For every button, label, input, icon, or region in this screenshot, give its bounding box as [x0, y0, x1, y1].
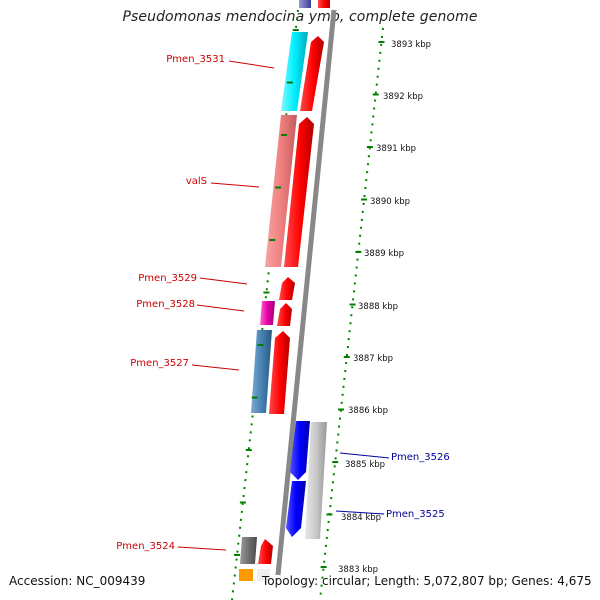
- label-pmen-3529: Pmen_3529: [138, 273, 197, 284]
- kbp-label-3887: 3887 kbp: [353, 354, 393, 364]
- label-pmen-3528: Pmen_3528: [136, 299, 195, 310]
- genome-backbone: [275, 9, 337, 576]
- leader-vals: [210, 182, 260, 188]
- label-pmen-3527: Pmen_3527: [130, 358, 189, 369]
- topology-label: Topology: circular; Length: 5,072,807 bp…: [262, 574, 592, 588]
- kbp-label-3892: 3892 kbp: [383, 92, 423, 102]
- leader-pmen-3528: [196, 304, 245, 312]
- gene-pmen-3524-block: [240, 537, 257, 564]
- gene-vals-arrow: [284, 117, 314, 267]
- gene-top-navy: [299, 0, 311, 8]
- gene-pmen-3527-block: [251, 330, 272, 413]
- label-pmen-3524: Pmen_3524: [116, 541, 175, 552]
- gene-bottom-orange: [239, 569, 253, 581]
- kbp-label-3885: 3885 kbp: [345, 460, 385, 470]
- kbp-label-3893: 3893 kbp: [391, 40, 431, 50]
- leader-pmen-3529: [199, 277, 248, 285]
- major-ticks: [234, 29, 385, 568]
- kbp-label-3890: 3890 kbp: [370, 197, 410, 207]
- kbp-label-3888: 3888 kbp: [358, 302, 398, 312]
- kbp-label-3884: 3884 kbp: [341, 513, 381, 523]
- gene-pmen-3528-arrow: [277, 303, 292, 326]
- map-title: Pseudomonas mendocina ymp, complete geno…: [122, 9, 478, 25]
- label-pmen-3526: Pmen_3526: [391, 452, 450, 463]
- gene-pmen-3527-arrow: [269, 331, 290, 414]
- gene-pmen-3531-arrow: [300, 36, 324, 111]
- kbp-label-3886: 3886 kbp: [348, 406, 388, 416]
- leader-pmen-3525: [335, 510, 385, 515]
- gene-pmen-3528-block: [260, 301, 275, 325]
- accession-label: Accession: NC_009439: [9, 574, 146, 588]
- label-vals: valS: [186, 176, 207, 187]
- label-pmen-3531: Pmen_3531: [166, 54, 225, 65]
- gene-pmen-3525-arrow: [286, 481, 306, 537]
- kbp-label-3883: 3883 kbp: [338, 565, 378, 575]
- leader-pmen-3524: [177, 546, 227, 551]
- leader-pmen-3531: [228, 60, 275, 69]
- label-pmen-3525: Pmen_3525: [386, 509, 445, 520]
- leader-pmen-3527: [191, 364, 240, 371]
- leader-pmen-3526: [339, 452, 390, 459]
- kbp-label-3889: 3889 kbp: [364, 249, 404, 259]
- kbp-label-3891: 3891 kbp: [376, 144, 416, 154]
- gene-pmen-3529-arrow: [279, 277, 295, 300]
- gene-pmen-3526-block: [305, 422, 327, 539]
- gene-pmen-3526-arrow: [290, 421, 310, 480]
- gene-top-red: [318, 0, 330, 8]
- gene-pmen-3524-arrow: [258, 539, 273, 564]
- gene-vals-block: [265, 115, 297, 267]
- gene-bottom-white: [257, 569, 270, 581]
- gene-pmen-3531-forward: [281, 32, 308, 111]
